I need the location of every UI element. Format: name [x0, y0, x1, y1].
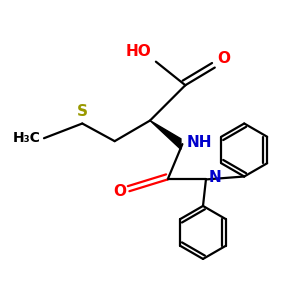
Text: O: O	[113, 184, 126, 199]
Text: H₃C: H₃C	[13, 131, 41, 145]
Text: S: S	[77, 104, 88, 119]
Polygon shape	[150, 121, 181, 149]
Text: NH: NH	[187, 135, 212, 150]
Text: N: N	[209, 170, 222, 185]
Text: HO: HO	[126, 44, 152, 59]
Text: O: O	[218, 51, 231, 66]
